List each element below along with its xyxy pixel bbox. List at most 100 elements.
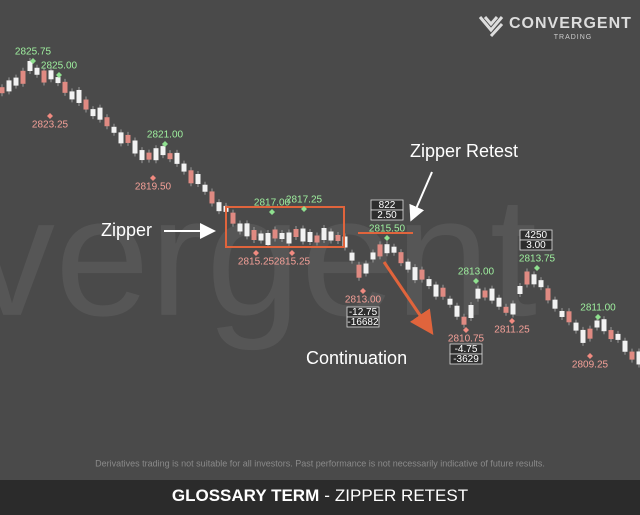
candle-body <box>153 148 159 161</box>
high-marker <box>30 58 36 64</box>
stat-value: -4.75 <box>455 344 478 355</box>
candle-body <box>13 77 19 86</box>
candle-body <box>195 174 201 185</box>
high-marker <box>56 72 62 78</box>
candles <box>0 58 640 368</box>
stat-value: 2.50 <box>377 210 397 221</box>
candle-body <box>244 223 250 237</box>
candle-body <box>447 298 453 305</box>
footer-title: GLOSSARY TERM - ZIPPER RETEST <box>172 486 468 505</box>
logo: CONVERGENT TRADING <box>478 15 631 41</box>
candle-body <box>587 328 593 339</box>
candle-body <box>510 303 516 315</box>
candle-body <box>405 261 411 270</box>
high-price: 2825.00 <box>41 61 78 72</box>
candle-body <box>286 232 292 244</box>
high-marker <box>301 206 307 212</box>
candle-body <box>594 320 600 328</box>
high-marker <box>162 141 168 147</box>
high-price: 2821.00 <box>147 130 184 141</box>
low-marker <box>509 318 515 324</box>
low-price: 2815.25 <box>274 257 311 268</box>
low-marker <box>253 250 259 256</box>
candle-body <box>475 288 481 299</box>
footer-name: ZIPPER RETEST <box>335 486 468 505</box>
low-price: 2815.25 <box>238 257 275 268</box>
candle-body <box>181 163 187 172</box>
candle-body <box>384 244 390 254</box>
high-marker <box>473 278 479 284</box>
stat-box <box>370 209 404 221</box>
candle-body <box>615 333 621 340</box>
candle-body <box>293 229 299 237</box>
low-price: 2810.75 <box>448 334 485 345</box>
candle-body <box>258 233 264 241</box>
footer-separator: - <box>324 486 330 505</box>
candle-body <box>489 288 495 301</box>
high-marker <box>384 235 390 241</box>
stat-value: 822 <box>379 200 396 211</box>
candle-body <box>377 244 383 257</box>
candle-body <box>48 70 54 80</box>
low-price: 2809.25 <box>572 360 609 371</box>
candle-body <box>6 80 12 92</box>
candle-body <box>433 284 439 297</box>
retest-label: Zipper Retest <box>410 141 518 161</box>
candle-body <box>531 274 537 285</box>
logo-sub: TRADING <box>554 34 593 41</box>
candle-body <box>279 233 285 239</box>
candle-body <box>321 228 327 240</box>
stat-value: -16682 <box>347 317 379 328</box>
low-marker <box>360 288 366 294</box>
candle-body <box>34 67 40 75</box>
candle-body <box>524 271 530 285</box>
candle-body <box>503 306 509 313</box>
candle-body <box>622 340 628 352</box>
candle-body <box>307 232 313 242</box>
candle-body <box>251 230 257 240</box>
low-price: 2819.50 <box>135 182 172 193</box>
candle-body <box>328 231 334 241</box>
candle-body <box>461 316 467 325</box>
stat-box <box>346 316 380 328</box>
low-marker <box>289 250 295 256</box>
candle-body <box>517 286 523 294</box>
stat-value: -3629 <box>453 354 479 365</box>
watermark: vergent <box>0 162 537 352</box>
candle-body <box>55 77 61 84</box>
footer-term: GLOSSARY TERM <box>172 486 319 505</box>
candle-body <box>265 233 271 245</box>
candle-body <box>314 235 320 243</box>
candle-body <box>97 107 103 120</box>
candle-body <box>440 287 446 297</box>
candle-body <box>202 184 208 192</box>
candle-body <box>398 252 404 264</box>
candle-body <box>573 322 579 331</box>
high-price: 2817.25 <box>286 195 323 206</box>
candle-body <box>139 150 145 161</box>
candle-body <box>636 351 640 365</box>
high-price: 2825.75 <box>15 47 52 58</box>
candle-body <box>27 61 33 71</box>
candle-body <box>454 305 460 317</box>
retest-arrow <box>409 171 433 222</box>
candle-body <box>111 126 117 133</box>
candle-body <box>300 228 306 242</box>
candle-body <box>132 140 138 154</box>
candle-body <box>468 305 474 318</box>
candle-body <box>370 252 376 260</box>
low-price: 2813.00 <box>345 295 382 306</box>
candle-body <box>412 267 418 281</box>
candle-body <box>62 81 68 93</box>
candle-body <box>566 311 572 323</box>
candle-body <box>83 99 89 110</box>
high-marker <box>534 265 540 271</box>
low-marker <box>463 327 469 333</box>
candle-body <box>496 297 502 307</box>
candle-body <box>391 246 397 253</box>
candle-body <box>552 299 558 309</box>
low-price: 2823.25 <box>32 120 69 131</box>
candle-body <box>559 310 565 317</box>
